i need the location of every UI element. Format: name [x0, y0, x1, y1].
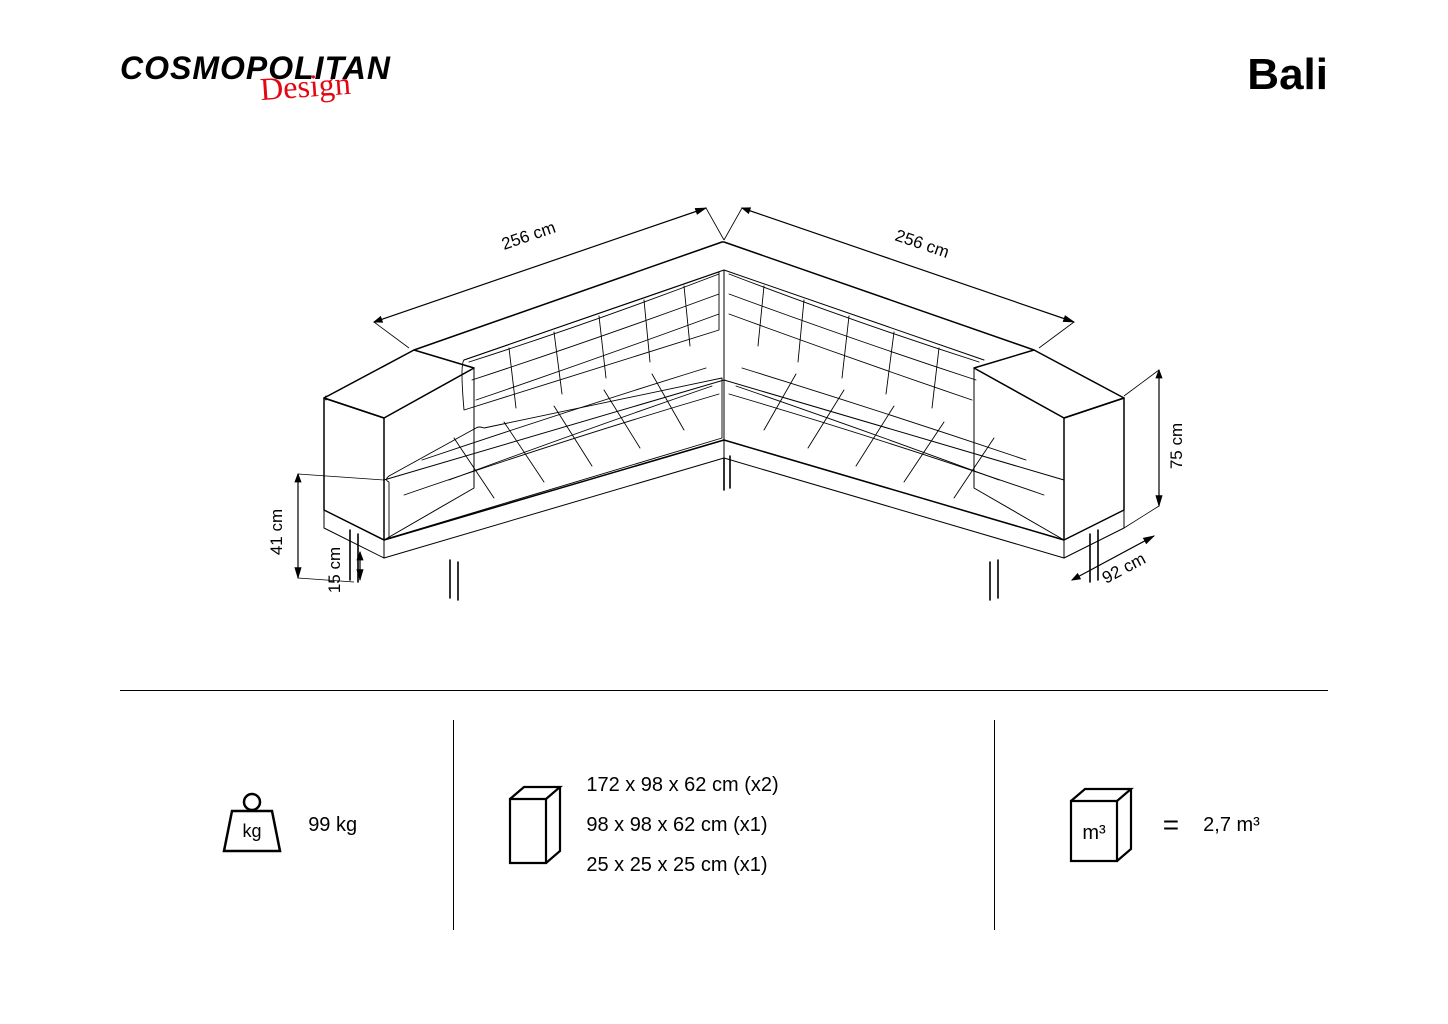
dim-leg-height: 15 cm: [325, 547, 344, 593]
dim-height: 75 cm: [1167, 423, 1186, 469]
dim-left-length: 256 cm: [499, 218, 558, 254]
package-line: 25 x 25 x 25 cm (x1): [586, 845, 778, 885]
package-line: 98 x 98 x 62 cm (x1): [586, 805, 778, 845]
brand-sub: Design: [259, 65, 352, 108]
box-icon: [504, 781, 566, 869]
header: COSMOPOLITAN Design Bali: [0, 50, 1448, 100]
weight-icon: kg: [216, 789, 288, 861]
sofa-svg: 256 cm 256 cm 75 cm 92 cm 41 cm 15 cm: [254, 150, 1194, 630]
package-line: 172 x 98 x 62 cm (x2): [586, 765, 778, 805]
brand-logo: COSMOPOLITAN Design: [120, 50, 391, 87]
divider: [120, 690, 1328, 691]
dim-seat-height: 41 cm: [267, 509, 286, 555]
dim-right-length: 256 cm: [893, 226, 952, 262]
equals-sign: =: [1163, 809, 1179, 841]
sofa-diagram: 256 cm 256 cm 75 cm 92 cm 41 cm 15 cm: [0, 130, 1448, 650]
volume-icon: m³: [1063, 781, 1139, 869]
dim-depth: 92 cm: [1099, 549, 1149, 588]
specs-row: kg 99 kg 172 x 98 x 62 cm (x2) 98 x 98 x…: [120, 720, 1328, 930]
package-list: 172 x 98 x 62 cm (x2) 98 x 98 x 62 cm (x…: [586, 765, 778, 885]
spec-weight: kg 99 kg: [120, 720, 454, 930]
spec-volume: m³ = 2,7 m³: [995, 720, 1328, 930]
spec-packages: 172 x 98 x 62 cm (x2) 98 x 98 x 62 cm (x…: [454, 720, 994, 930]
weight-icon-label: kg: [243, 821, 262, 841]
volume-value: 2,7 m³: [1203, 814, 1260, 837]
product-title: Bali: [1247, 50, 1328, 100]
weight-value: 99 kg: [308, 814, 357, 837]
volume-icon-label: m³: [1082, 822, 1106, 844]
